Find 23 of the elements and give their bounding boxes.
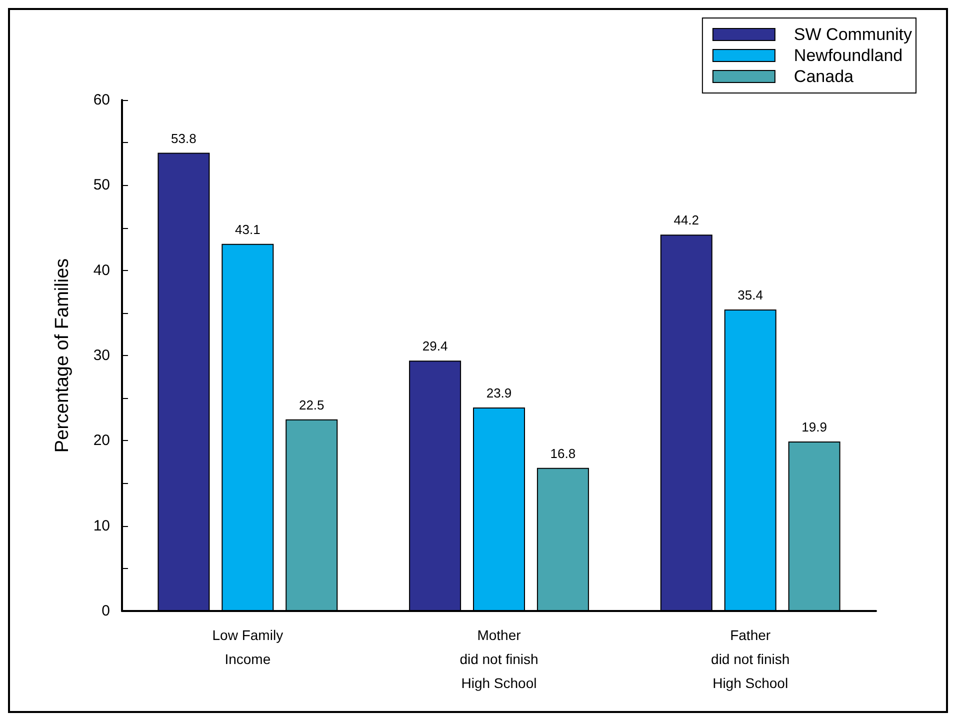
data-label: 29.4	[422, 338, 448, 354]
y-tick-label: 10	[93, 517, 110, 534]
y-tick-label: 60	[93, 92, 110, 108]
x-tick-label: Low Family Income	[212, 627, 284, 667]
y-tick-label: 0	[102, 602, 110, 620]
data-label: 53.8	[171, 130, 196, 146]
data-label: 44.2	[674, 212, 700, 228]
data-label: 16.8	[550, 446, 576, 461]
y-tick-label: 20	[93, 432, 110, 450]
legend-label: Canada	[794, 67, 854, 86]
x-tick-label: Mother did not finish High School	[460, 627, 538, 691]
data-label: 19.9	[802, 420, 827, 435]
data-label: 35.4	[738, 288, 763, 303]
y-tick-label: 30	[93, 347, 110, 364]
legend-label: Newfoundland	[794, 46, 903, 65]
data-label: 43.1	[235, 222, 260, 237]
data-label: 23.9	[486, 385, 512, 400]
data-label: 22.5	[298, 397, 324, 412]
legend-label: SW Community	[794, 25, 912, 44]
y-tick-label: 40	[93, 262, 110, 279]
y-axis-title: Percentage of Families	[52, 258, 73, 453]
y-tick-label: 50	[93, 176, 110, 194]
x-tick-label: Father did not finish High School	[711, 627, 790, 691]
